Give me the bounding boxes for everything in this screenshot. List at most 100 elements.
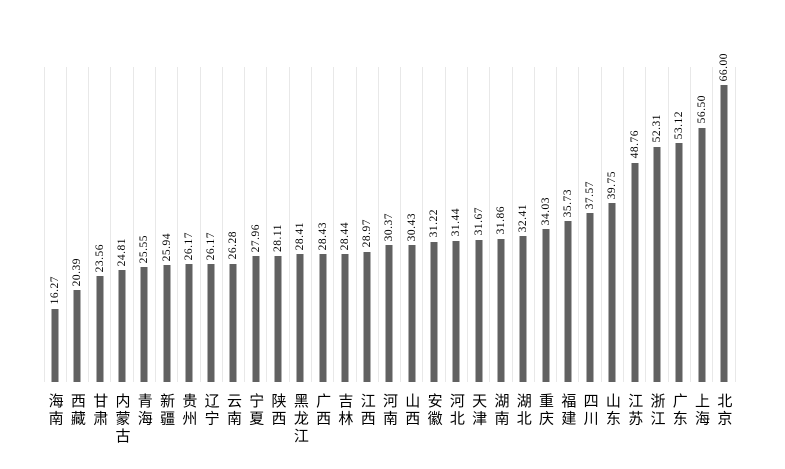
bar	[564, 221, 572, 382]
vertical-gridline	[43, 67, 45, 382]
bar	[497, 238, 505, 382]
vertical-gridline	[467, 67, 469, 382]
bar-value-label: 53.12	[673, 110, 686, 139]
bar	[408, 245, 416, 382]
bar-value-label: 52.31	[650, 114, 663, 143]
bar-value-label: 25.94	[160, 232, 173, 262]
category-label: 宁夏	[247, 393, 264, 428]
vertical-gridline	[110, 67, 112, 382]
bar-value-label: 28.44	[338, 221, 351, 251]
category-label: 湖南	[492, 393, 509, 428]
vertical-gridline	[422, 67, 424, 382]
vertical-gridline	[154, 67, 156, 382]
vertical-gridline	[689, 67, 691, 382]
vertical-gridline	[310, 67, 312, 382]
bar-column: 31.86 湖南	[490, 67, 512, 428]
category-label: 黑龙江	[291, 393, 308, 446]
vertical-gridline	[88, 67, 90, 382]
category-label: 云南	[224, 393, 241, 428]
category-label: 浙江	[648, 393, 665, 428]
bar-value-label: 30.43	[405, 212, 418, 242]
category-label: 山东	[603, 393, 620, 428]
category-label: 青海	[135, 393, 152, 428]
bar	[542, 228, 550, 382]
bar-column: 28.44 吉林	[334, 67, 356, 428]
category-label: 海南	[46, 393, 63, 428]
category-label: 吉林	[336, 393, 353, 428]
bar-value-label: 16.27	[49, 276, 62, 305]
vertical-gridline	[712, 67, 714, 382]
bar-column: 56.50 上海	[690, 67, 712, 428]
bar	[252, 256, 260, 382]
bar-column: 25.94 新疆	[155, 67, 177, 428]
bar-column: 26.17 贵州	[178, 67, 200, 428]
bar	[698, 127, 706, 382]
bar	[51, 308, 59, 382]
bar-column: 20.39 西藏	[66, 67, 88, 428]
bar-column: 66.00 北京	[713, 53, 735, 428]
bar-column: 37.57 四川	[579, 67, 601, 428]
bar	[140, 267, 148, 382]
vertical-gridline	[578, 67, 580, 382]
bar-column: 39.75 山东	[601, 67, 623, 428]
bar-column: 32.41 湖北	[512, 67, 534, 428]
bar-column: 28.41 黑龙江	[289, 67, 311, 446]
category-label: 天津	[470, 393, 487, 428]
bar	[653, 146, 661, 382]
bar	[163, 265, 171, 382]
bar-column: 27.96 宁夏	[245, 67, 267, 428]
category-label: 内蒙古	[113, 393, 130, 446]
bar	[430, 241, 438, 382]
category-label: 西藏	[68, 393, 85, 428]
vertical-gridline	[623, 67, 625, 382]
bar-value-label: 39.75	[606, 170, 619, 200]
bar-value-label: 56.50	[695, 95, 708, 124]
bar	[452, 240, 460, 382]
vertical-gridline	[65, 67, 67, 382]
category-label: 北京	[715, 393, 732, 428]
vertical-gridline	[266, 67, 268, 382]
bar-value-label: 48.76	[628, 130, 641, 159]
bar	[475, 239, 483, 382]
vertical-gridline	[132, 67, 134, 382]
bar-column: 34.03 重庆	[534, 67, 556, 429]
bar-value-label: 34.03	[539, 196, 552, 225]
bar-column: 48.76 江苏	[624, 67, 646, 428]
category-label: 上海	[693, 393, 710, 428]
bar-column: 53.12 广东	[668, 67, 690, 428]
bar-value-label: 26.17	[205, 231, 218, 261]
category-label: 山西	[403, 393, 420, 428]
bar	[675, 142, 683, 382]
category-label: 福建	[559, 393, 576, 428]
bar-column: 24.81 内蒙古	[111, 67, 133, 446]
bar-value-label: 28.11	[272, 223, 285, 252]
bar	[296, 254, 304, 382]
vertical-gridline	[199, 67, 201, 382]
bar-column: 28.11 陕西	[267, 67, 289, 428]
bar-column: 52.31 浙江	[646, 67, 668, 428]
category-label: 重庆	[537, 393, 554, 428]
bar-column: 16.27 海南	[44, 67, 66, 428]
bar	[341, 254, 349, 382]
category-label: 广西	[314, 393, 331, 428]
bar	[96, 275, 104, 382]
bar-column: 23.56 甘肃	[89, 67, 111, 428]
bar-column: 25.55 青海	[133, 67, 155, 428]
bar	[207, 264, 215, 382]
bar-value-label: 28.41	[294, 221, 307, 251]
vertical-gridline	[288, 67, 290, 382]
bar-value-label: 35.73	[561, 188, 574, 218]
bar	[185, 264, 193, 382]
category-label: 江苏	[626, 393, 643, 428]
bar	[586, 212, 594, 382]
bar-value-label: 66.00	[717, 52, 730, 81]
bar	[720, 85, 728, 382]
bar	[631, 162, 639, 382]
bar-column: 30.37 河南	[378, 67, 400, 428]
bar-value-label: 31.67	[472, 207, 485, 236]
bar	[363, 251, 371, 382]
category-label: 河北	[447, 393, 464, 428]
vertical-gridline	[444, 67, 446, 382]
bar-column: 31.22 安徽	[423, 67, 445, 428]
bar-value-label: 28.97	[361, 219, 374, 248]
